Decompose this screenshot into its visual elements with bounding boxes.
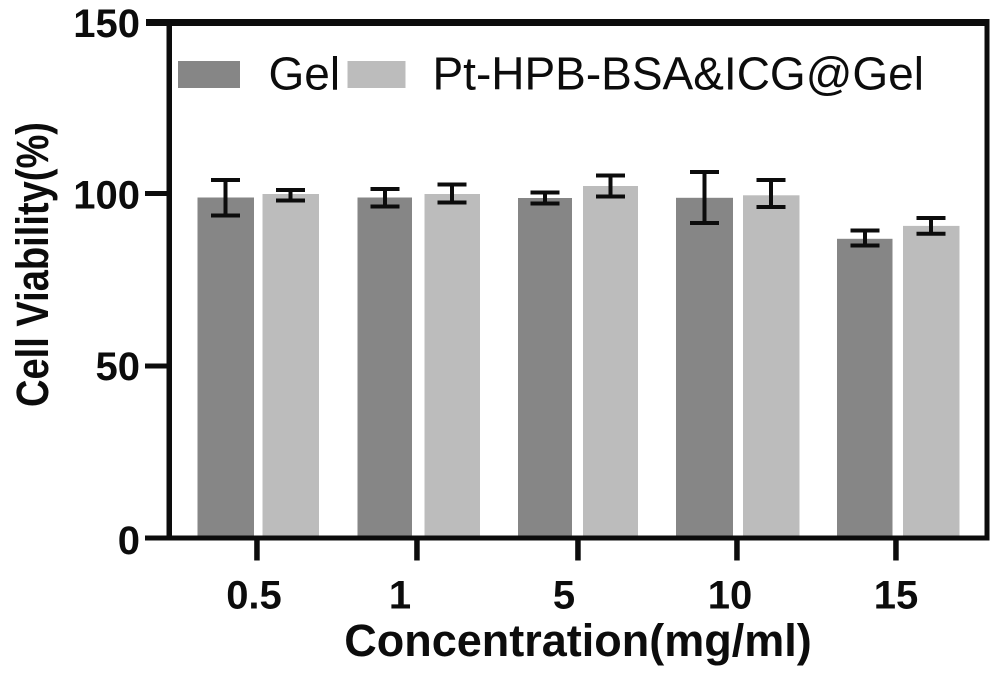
svg-text:1: 1 <box>389 574 411 618</box>
svg-text:Concentration(mg/ml): Concentration(mg/ml) <box>344 615 812 666</box>
svg-text:Gel: Gel <box>269 48 341 100</box>
svg-text:50: 50 <box>96 345 141 389</box>
svg-text:Pt-HPB-BSA&ICG@Gel: Pt-HPB-BSA&ICG@Gel <box>433 48 924 100</box>
svg-text:0.5: 0.5 <box>226 574 282 618</box>
svg-text:10: 10 <box>708 574 753 618</box>
svg-text:150: 150 <box>73 2 140 46</box>
svg-text:Cell Viability(%): Cell Viability(%) <box>7 122 58 407</box>
svg-text:0: 0 <box>118 519 140 563</box>
svg-text:5: 5 <box>553 574 575 618</box>
svg-text:15: 15 <box>874 574 919 618</box>
svg-text:100: 100 <box>73 173 140 217</box>
